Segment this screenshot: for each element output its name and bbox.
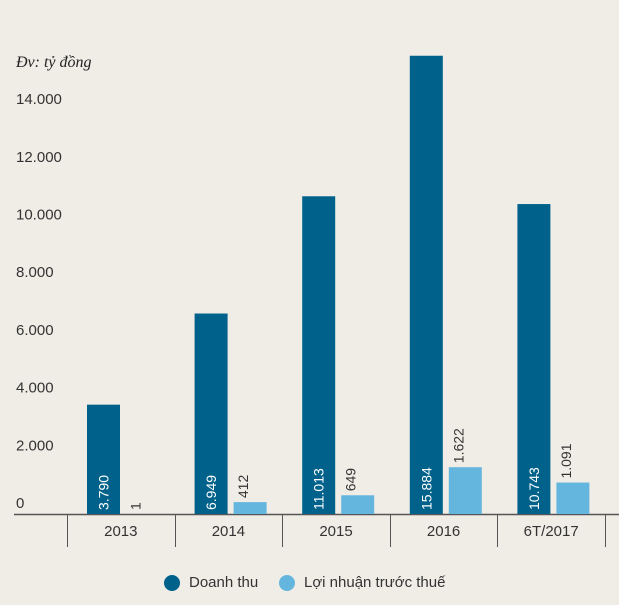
y-tick-label: 8.000: [16, 264, 54, 281]
legend-swatch-revenue: [164, 574, 180, 591]
y-tick-label: 6.000: [16, 322, 54, 339]
legend: Doanh thu Lợi nhuận trước thuế: [0, 574, 619, 596]
data-label-profit: 649: [343, 468, 359, 492]
bar-revenue: [517, 204, 551, 514]
y-tick-label: 2.000: [16, 437, 54, 454]
x-tick-label: 2016: [427, 523, 460, 540]
bar-revenue: [302, 196, 336, 514]
data-label-profit: 412: [235, 475, 251, 499]
unit-label: Đv: tỷ đồng: [16, 54, 92, 71]
y-tick-label: 12.000: [16, 149, 62, 166]
bar-profit: [341, 495, 375, 514]
legend-swatch-profit: [279, 574, 295, 591]
data-label-revenue: 15.884: [418, 467, 434, 510]
data-label-revenue: 10.743: [526, 467, 542, 510]
y-tick-label: 4.000: [16, 380, 54, 397]
x-tick-label: 2013: [104, 523, 137, 540]
data-label-revenue: 6.949: [203, 475, 219, 510]
x-tick-label: 2015: [319, 523, 352, 540]
bar-revenue: [409, 55, 443, 514]
legend-label-profit: Lợi nhuận trước thuế: [304, 574, 446, 591]
y-tick-label: 14.000: [16, 91, 62, 108]
legend-item-profit: Lợi nhuận trước thuế: [279, 574, 445, 591]
bar-profit: [556, 482, 590, 514]
legend-item-revenue: Doanh thu: [164, 574, 258, 591]
legend-label-revenue: Doanh thu: [189, 574, 259, 591]
data-label-profit: 1.091: [558, 443, 574, 478]
bar-profit: [233, 502, 267, 514]
data-label-profit: 1: [128, 502, 144, 510]
bar-revenue: [87, 404, 120, 514]
y-tick-label: 0: [16, 495, 24, 512]
y-tick-label: 10.000: [16, 207, 62, 224]
data-label-revenue: 11.013: [311, 468, 327, 510]
data-label-profit: 1.622: [450, 428, 466, 463]
bar-profit: [448, 467, 482, 514]
data-label-revenue: 3.790: [96, 475, 112, 510]
bar-revenue: [194, 313, 228, 514]
x-tick-label: 2014: [212, 523, 245, 540]
revenue-profit-bar-chart: 0 2.000 4.000 6.000 8.000 10.000 12.000 14.000 3…: [14, 55, 619, 547]
x-tick-label: 6T/2017: [524, 523, 579, 540]
